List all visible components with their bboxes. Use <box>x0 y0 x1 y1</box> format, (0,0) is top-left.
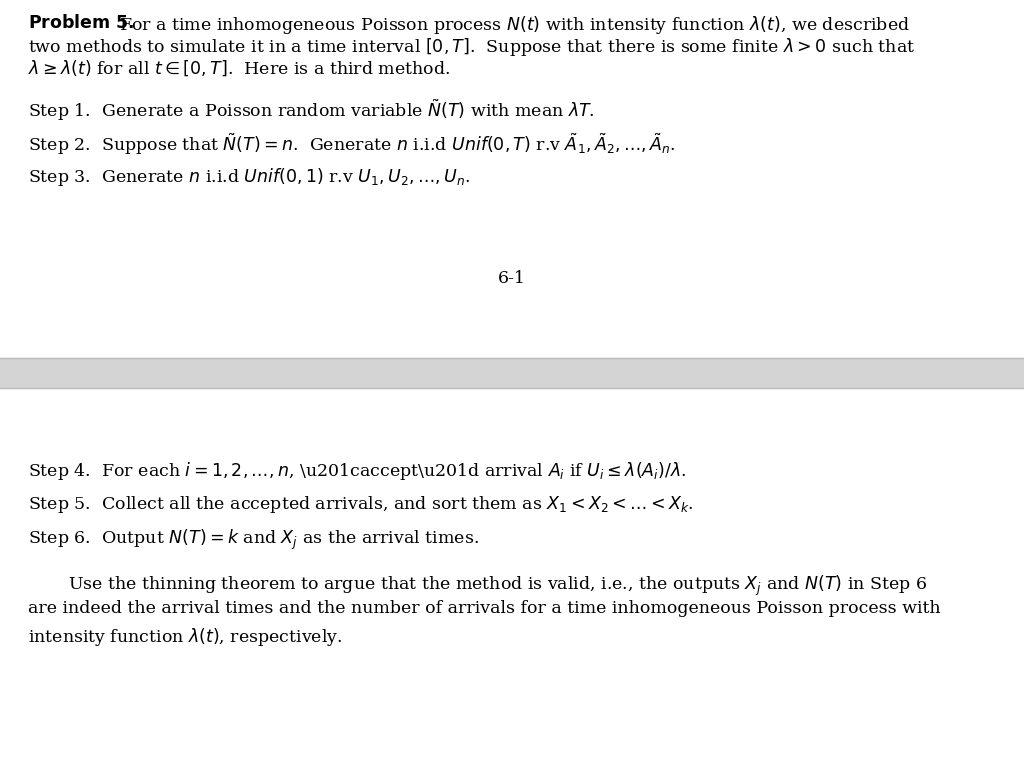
Text: Step 4.  For each $i = 1, 2, \ldots, n$, \u201caccept\u201d arrival $A_i$ if $U_: Step 4. For each $i = 1, 2, \ldots, n$, … <box>28 460 686 482</box>
Bar <box>0 358 1024 388</box>
Text: two methods to simulate it in a time interval $[0, T]$.  Suppose that there is s: two methods to simulate it in a time int… <box>28 36 915 58</box>
Text: are indeed the arrival times and the number of arrivals for a time inhomogeneous: are indeed the arrival times and the num… <box>28 600 941 617</box>
Text: Use the thinning theorem to argue that the method is valid, i.e., the outputs $X: Use the thinning theorem to argue that t… <box>68 574 927 598</box>
Text: Step 6.  Output $N(T) = k$ and $X_j$ as the arrival times.: Step 6. Output $N(T) = k$ and $X_j$ as t… <box>28 528 479 552</box>
Text: 6-1: 6-1 <box>498 270 526 287</box>
Text: For a time inhomogeneous Poisson process $N(t)$ with intensity function $\lambda: For a time inhomogeneous Poisson process… <box>119 14 910 36</box>
Text: Step 5.  Collect all the accepted arrivals, and sort them as $X_1 < X_2 < \ldots: Step 5. Collect all the accepted arrival… <box>28 494 693 515</box>
Text: Step 2.  Suppose that $\tilde{N}(T) = n$.  Generate $n$ i.i.d $\mathit{Unif}(0, : Step 2. Suppose that $\tilde{N}(T) = n$.… <box>28 132 676 158</box>
Text: $\mathbf{Problem\ 5.}$: $\mathbf{Problem\ 5.}$ <box>28 14 134 32</box>
Text: Step 1.  Generate a Poisson random variable $\tilde{N}(T)$ with mean $\lambda T$: Step 1. Generate a Poisson random variab… <box>28 98 595 123</box>
Text: intensity function $\lambda(t)$, respectively.: intensity function $\lambda(t)$, respect… <box>28 626 342 648</box>
Text: Step 3.  Generate $n$ i.i.d $\mathit{Unif}(0, 1)$ r.v $U_1, U_2, \ldots, U_n$.: Step 3. Generate $n$ i.i.d $\mathit{Unif… <box>28 166 471 188</box>
Text: $\lambda \geq \lambda(t)$ for all $t \in [0, T]$.  Here is a third method.: $\lambda \geq \lambda(t)$ for all $t \in… <box>28 58 451 77</box>
